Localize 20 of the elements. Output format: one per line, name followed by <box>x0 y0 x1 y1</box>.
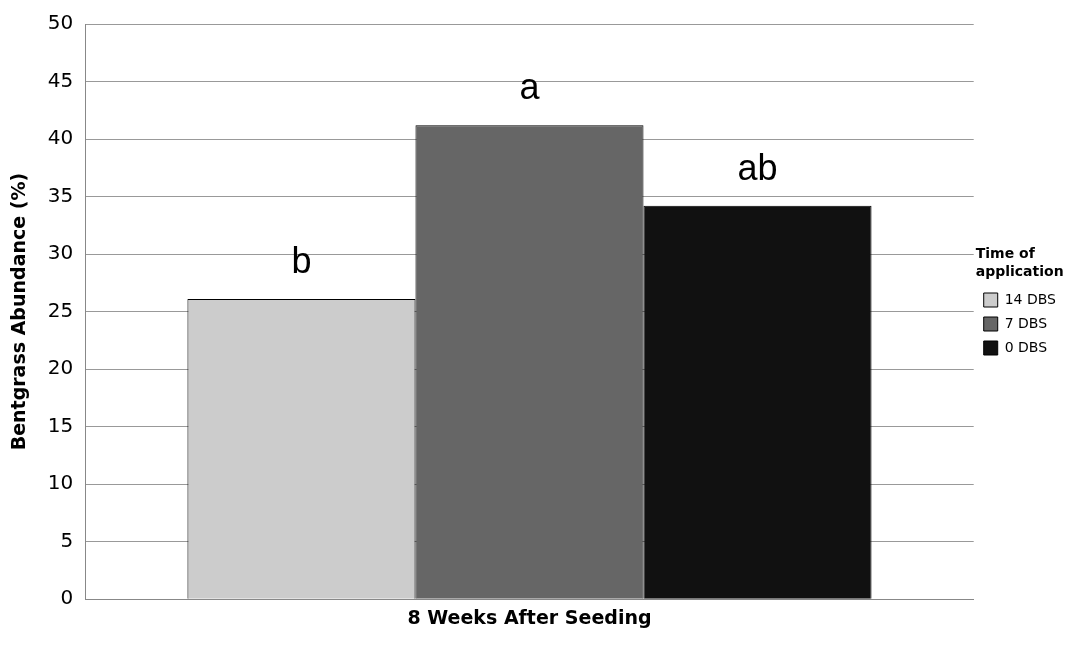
legend-label: 7 DBS <box>1004 314 1048 331</box>
y-tick-label: 45 <box>47 67 74 92</box>
annotation: a <box>519 66 541 108</box>
legend-label: 14 DBS <box>1004 290 1057 307</box>
y-tick-label: 5 <box>60 527 74 552</box>
annotation: b <box>291 239 312 281</box>
y-tick-label: 20 <box>47 355 74 380</box>
y-axis-title: Bentgrass Abundance (%) <box>7 172 30 451</box>
y-tick-label: 15 <box>47 412 74 437</box>
y-tick-label: 30 <box>47 240 74 265</box>
y-tick-label: 25 <box>47 297 74 322</box>
legend-label: 0 DBS <box>1004 338 1048 355</box>
annotation: ab <box>737 146 778 188</box>
y-tick-label: 0 <box>60 585 74 610</box>
y-tick-label: 35 <box>47 182 74 207</box>
y-tick-label: 40 <box>47 125 74 150</box>
x-tick-label: 8 Weeks After Seeding <box>407 605 652 628</box>
legend-title: Time of application <box>975 244 1064 279</box>
y-tick-label: 50 <box>47 10 74 35</box>
y-tick-label: 10 <box>47 470 74 495</box>
